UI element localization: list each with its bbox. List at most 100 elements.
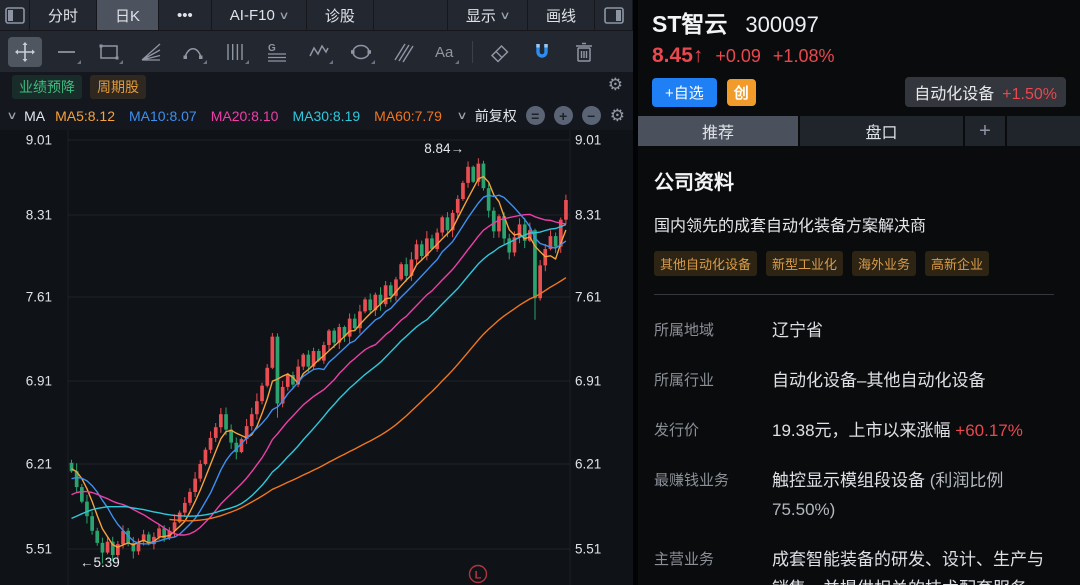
- ma-legend-value: MA30:8.19: [292, 107, 361, 124]
- chinext-board-badge: 创: [726, 78, 756, 106]
- magnet-tool-icon[interactable]: [525, 37, 559, 67]
- eraser-tool-icon[interactable]: [483, 37, 517, 67]
- chevron-down-icon[interactable]: ∨: [6, 110, 18, 122]
- add-tab-button[interactable]: +: [965, 116, 1005, 146]
- section-divider: [654, 294, 1054, 295]
- row-value: 成套智能装备的研发、设计、生产与销售，并提供相关的技术配套服务。: [772, 550, 1044, 585]
- trendline-tool-icon[interactable]: [50, 37, 84, 67]
- fan-lines-tool-icon[interactable]: [134, 37, 168, 67]
- toolbar-item-K[interactable]: 日K: [97, 0, 160, 30]
- tab-盘口[interactable]: 盘口: [800, 116, 963, 146]
- wave-tool-icon[interactable]: [302, 37, 336, 67]
- ma-legend-value: MA60:7.79: [374, 107, 442, 124]
- company-tag[interactable]: 新型工业化: [766, 251, 844, 276]
- ma-legend-value: MA20:8.10: [210, 107, 279, 124]
- company-tag[interactable]: 高新企业: [925, 251, 990, 276]
- row-value: 19.38元，上市以来涨幅 +60.17%: [772, 421, 1023, 440]
- zoom-out-button[interactable]: −: [581, 106, 601, 125]
- stock-tag[interactable]: 周期股: [90, 74, 146, 99]
- ma-legend-value: MA5:8.12: [55, 107, 115, 124]
- company-info-row: 主营业务 成套智能装备的研发、设计、生产与销售，并提供相关的技术配套服务。: [654, 545, 1054, 585]
- stock-price: 8.45↑: [652, 44, 704, 67]
- stock-header: ST智云 300097 8.45↑ +0.09 +1.08% +自选 创 自动化…: [638, 0, 1080, 107]
- y-axis-label: 7.61: [575, 290, 601, 305]
- sector-name: 自动化设备: [914, 86, 995, 103]
- company-info-row: 所属行业 自动化设备–其他自动化设备: [654, 366, 1054, 395]
- ma-line: [169, 277, 567, 522]
- row-value: 辽宁省: [772, 321, 823, 340]
- high-price-annotation: 8.84→: [424, 141, 464, 156]
- y-axis-label: 9.01: [26, 133, 52, 148]
- ma-line: [71, 213, 567, 536]
- tab-推荐[interactable]: 推荐: [638, 116, 798, 146]
- toolbar-divider: [472, 40, 473, 63]
- company-info-row: 所属地域 辽宁省: [654, 316, 1054, 345]
- toolbar-item-[interactable]: 分时: [30, 0, 98, 30]
- toolbar-item-[interactable]: 显示 ∨: [448, 0, 528, 30]
- chevron-down-icon: ∨: [278, 9, 290, 22]
- ma-values: MA5:8.12 MA10:8.07 MA20:8.10 MA30:8.19 MA60:…: [55, 108, 442, 124]
- curve-tool-icon[interactable]: [176, 37, 210, 67]
- rectangle-tool-icon[interactable]: [92, 37, 126, 67]
- low-price-annotation: ←5.39: [80, 555, 120, 570]
- y-axis-label: 5.51: [575, 542, 601, 557]
- y-axis-label: 8.31: [575, 208, 601, 223]
- text-tool-icon[interactable]: Aa: [428, 37, 462, 67]
- chevron-down-icon[interactable]: ∨: [456, 110, 468, 122]
- company-profile-section: 公司资料 国内领先的成套自动化装备方案解决商 其他自动化设备 新型工业化 海外业务高…: [638, 166, 1080, 585]
- pitchfork-tool-icon[interactable]: [386, 37, 420, 67]
- stock-tag[interactable]: 业绩预降: [12, 74, 82, 99]
- chevron-down-icon: ∨: [499, 9, 511, 22]
- add-watchlist-button[interactable]: +自选: [652, 77, 717, 107]
- sector-pill[interactable]: 自动化设备 +1.50%: [905, 77, 1066, 107]
- trash-tool-icon[interactable]: [567, 37, 601, 67]
- price-change: +0.09: [715, 46, 761, 66]
- crosshair-tool-icon[interactable]: [8, 36, 42, 67]
- watermark-logo: L: [468, 564, 488, 584]
- drawing-toolbar: G Aa: [0, 30, 633, 72]
- sector-change: +1.50%: [1002, 86, 1057, 103]
- company-info-row: 发行价 19.38元，上市以来涨幅 +60.17%: [654, 416, 1054, 445]
- toolbar-item-[interactable]: •••: [159, 0, 212, 30]
- vertical-lines-tool-icon[interactable]: [218, 37, 252, 67]
- company-tag[interactable]: 其他自动化设备: [654, 251, 758, 276]
- info-tab-bar: 推荐 盘口 +: [638, 116, 1080, 146]
- ma-line: [71, 194, 567, 545]
- ma-group-label[interactable]: MA: [24, 107, 46, 124]
- toolbar-spacer: [374, 0, 448, 30]
- tab-bar-filler: [1007, 116, 1080, 146]
- info-pane: ST智云 300097 8.45↑ +0.09 +1.08% +自选 创 自动化…: [638, 0, 1080, 585]
- gann-tool-icon[interactable]: G: [260, 37, 294, 67]
- toolbar-item-[interactable]: 诊股: [307, 0, 374, 30]
- row-label: 发行价: [654, 422, 700, 439]
- row-label: 所属地域: [654, 322, 715, 339]
- stock-code: 300097: [745, 12, 819, 37]
- ellipse-tool-icon[interactable]: [344, 37, 378, 67]
- panel-toggle-right-icon[interactable]: [595, 0, 633, 30]
- gear-icon[interactable]: ⚙: [607, 75, 623, 94]
- company-tag[interactable]: 海外业务: [852, 251, 917, 276]
- candlestick-chart[interactable]: 9.01 9.01 8.31 8.31 7.61 7.61 6.91 6.91 6.21 6.21…: [0, 130, 633, 585]
- adjust-mode-label[interactable]: 前复权: [474, 107, 517, 124]
- y-axis-label: 8.31: [26, 208, 52, 223]
- toolbar-item-[interactable]: 画线: [528, 0, 595, 30]
- stock-name: ST智云: [652, 11, 728, 37]
- company-concept-tags: 其他自动化设备 新型工业化 海外业务 高新企业: [654, 251, 1054, 276]
- price-change-percent: +1.08%: [772, 46, 835, 66]
- svg-text:L: L: [475, 570, 482, 582]
- zoom-in-button[interactable]: +: [553, 106, 573, 125]
- toolbar-item-AIF10[interactable]: AI-F10 ∨: [212, 0, 307, 30]
- ma-line: [71, 223, 567, 520]
- chart-settings-gear-icon[interactable]: ⚙: [609, 106, 625, 125]
- section-title: 公司资料: [654, 172, 734, 194]
- row-label: 所属行业: [654, 372, 715, 389]
- pane-divider[interactable]: [633, 0, 638, 585]
- panel-toggle-left-icon[interactable]: [0, 0, 30, 30]
- restore-zoom-button[interactable]: =: [525, 106, 545, 125]
- company-info-rows: 所属地域 辽宁省所属行业 自动化设备–其他自动化设备发行价 19.38元，上市以来涨幅…: [654, 316, 1054, 585]
- y-axis-label: 6.91: [575, 374, 601, 389]
- row-label: 最赚钱业务: [654, 472, 730, 489]
- row-value: 触控显示模组段设备 (利润比例 75.50%): [772, 471, 1004, 519]
- row-value: 自动化设备–其他自动化设备: [772, 371, 986, 390]
- y-axis-label: 9.01: [575, 133, 601, 148]
